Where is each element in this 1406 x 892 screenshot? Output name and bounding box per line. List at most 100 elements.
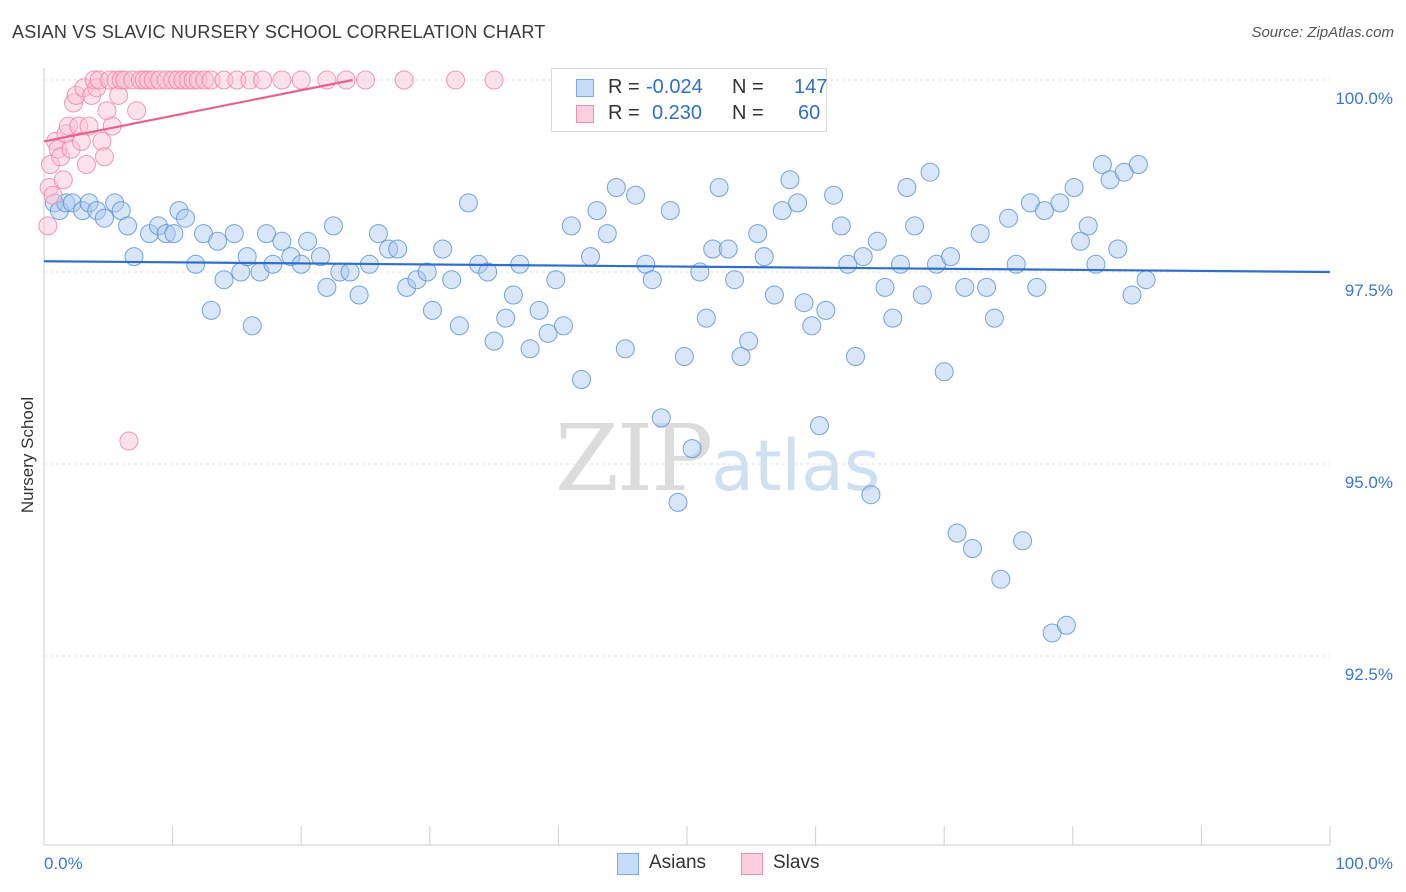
slavs-point[interactable] bbox=[115, 70, 135, 90]
slavs-point[interactable] bbox=[127, 101, 147, 121]
asians-point[interactable] bbox=[1136, 270, 1156, 290]
asians-point[interactable] bbox=[538, 323, 558, 343]
asians-point[interactable] bbox=[323, 216, 343, 236]
asians-point[interactable] bbox=[317, 277, 337, 297]
asians-point[interactable] bbox=[164, 224, 184, 244]
asians-point[interactable] bbox=[311, 247, 330, 267]
slavs-point[interactable] bbox=[195, 70, 215, 90]
asians-point[interactable] bbox=[674, 347, 694, 366]
asians-point[interactable] bbox=[846, 347, 865, 366]
asians-point[interactable] bbox=[105, 193, 125, 213]
asians-point[interactable] bbox=[748, 224, 768, 244]
asians-point[interactable] bbox=[1027, 277, 1047, 297]
asians-point[interactable] bbox=[417, 262, 437, 282]
asians-point[interactable] bbox=[1108, 239, 1128, 259]
asians-point[interactable] bbox=[772, 201, 792, 221]
asians-point[interactable] bbox=[62, 193, 82, 213]
slavs-point[interactable] bbox=[48, 139, 68, 159]
slavs-point[interactable] bbox=[40, 155, 60, 174]
asians-point[interactable] bbox=[977, 277, 997, 297]
asians-point[interactable] bbox=[651, 408, 671, 428]
slavs-point[interactable] bbox=[178, 70, 198, 90]
slavs-point[interactable] bbox=[446, 70, 465, 90]
asians-point[interactable] bbox=[587, 201, 607, 221]
asians-point[interactable] bbox=[554, 316, 573, 336]
asians-point[interactable] bbox=[754, 247, 774, 267]
asians-point[interactable] bbox=[94, 208, 114, 228]
asians-point[interactable] bbox=[802, 316, 822, 336]
asians-point[interactable] bbox=[581, 247, 600, 267]
asians-point[interactable] bbox=[561, 216, 581, 236]
asians-point[interactable] bbox=[1064, 178, 1084, 197]
asians-point[interactable] bbox=[169, 201, 189, 221]
asians-point[interactable] bbox=[626, 185, 646, 205]
asians-point[interactable] bbox=[963, 539, 982, 558]
asians-point[interactable] bbox=[1128, 155, 1148, 174]
asians-point[interactable] bbox=[176, 208, 195, 228]
asians-point[interactable] bbox=[912, 285, 932, 305]
asians-point[interactable] bbox=[242, 316, 262, 336]
asians-point[interactable] bbox=[118, 216, 138, 236]
slavs-point[interactable] bbox=[484, 70, 504, 90]
asians-point[interactable] bbox=[739, 331, 759, 351]
asians-point[interactable] bbox=[731, 347, 751, 366]
asians-point[interactable] bbox=[861, 485, 881, 505]
asians-point[interactable] bbox=[794, 293, 814, 313]
asians-point[interactable] bbox=[999, 208, 1018, 228]
asians-point[interactable] bbox=[788, 193, 808, 213]
asians-point[interactable] bbox=[349, 285, 369, 305]
asians-point[interactable] bbox=[79, 193, 99, 213]
asians-point[interactable] bbox=[388, 239, 408, 259]
asians-point[interactable] bbox=[709, 178, 729, 197]
slavs-point[interactable] bbox=[53, 170, 73, 190]
asians-point[interactable] bbox=[970, 224, 990, 244]
asians-point[interactable] bbox=[458, 193, 478, 213]
asians-point[interactable] bbox=[478, 262, 498, 282]
slavs-point[interactable] bbox=[156, 70, 176, 90]
asians-point[interactable] bbox=[597, 224, 617, 244]
slavs-point[interactable] bbox=[94, 147, 114, 167]
asians-point[interactable] bbox=[73, 201, 93, 221]
asians-point[interactable] bbox=[1122, 285, 1142, 305]
asians-point[interactable] bbox=[281, 247, 301, 267]
asians-point[interactable] bbox=[1035, 201, 1054, 221]
slavs-point[interactable] bbox=[291, 70, 311, 90]
slavs-point[interactable] bbox=[272, 70, 292, 90]
asians-point[interactable] bbox=[1078, 216, 1098, 236]
slavs-point[interactable] bbox=[173, 70, 193, 90]
asians-point[interactable] bbox=[1006, 254, 1026, 274]
asians-point[interactable] bbox=[572, 370, 591, 389]
slavs-point[interactable] bbox=[66, 85, 86, 105]
slavs-point[interactable] bbox=[214, 70, 234, 90]
asians-point[interactable] bbox=[642, 270, 662, 290]
asians-point[interactable] bbox=[718, 239, 738, 259]
asians-point[interactable] bbox=[867, 231, 887, 251]
asians-point[interactable] bbox=[660, 201, 680, 221]
slavs-point[interactable] bbox=[130, 70, 150, 90]
asians-point[interactable] bbox=[875, 277, 895, 297]
asians-point[interactable] bbox=[214, 270, 234, 290]
slavs-point[interactable] bbox=[143, 70, 163, 90]
slavs-point[interactable] bbox=[58, 116, 78, 136]
asians-point[interactable] bbox=[224, 224, 244, 244]
asians-point[interactable] bbox=[905, 216, 925, 236]
slavs-point[interactable] bbox=[64, 93, 84, 113]
slavs-point[interactable] bbox=[92, 131, 112, 151]
asians-point[interactable] bbox=[816, 300, 836, 320]
asians-point[interactable] bbox=[503, 285, 523, 305]
asians-point[interactable] bbox=[1092, 155, 1112, 174]
slavs-point[interactable] bbox=[84, 70, 104, 90]
asians-point[interactable] bbox=[615, 339, 635, 359]
slavs-point[interactable] bbox=[100, 70, 120, 90]
slavs-point[interactable] bbox=[71, 131, 91, 151]
slavs-point[interactable] bbox=[356, 70, 375, 90]
slavs-point[interactable] bbox=[43, 185, 63, 205]
slavs-point[interactable] bbox=[394, 70, 414, 90]
asians-point[interactable] bbox=[696, 308, 716, 328]
asians-point[interactable] bbox=[668, 492, 688, 512]
asians-point[interactable] bbox=[984, 308, 1004, 328]
slavs-point[interactable] bbox=[227, 70, 247, 90]
asians-point[interactable] bbox=[1056, 615, 1076, 635]
slavs-point[interactable] bbox=[76, 155, 96, 174]
asians-point[interactable] bbox=[920, 162, 940, 182]
